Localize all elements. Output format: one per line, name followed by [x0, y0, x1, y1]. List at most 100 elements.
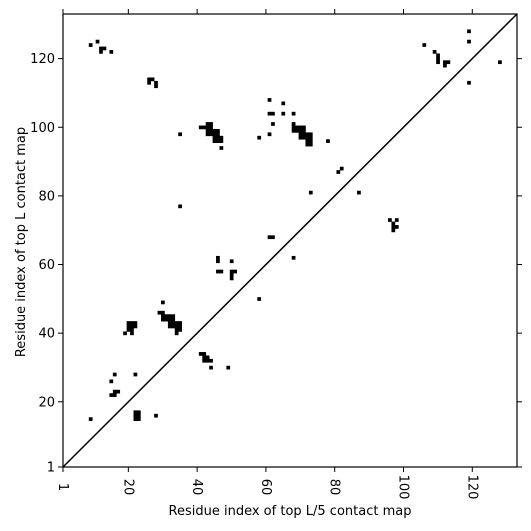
contact-cell — [443, 60, 447, 65]
contact-cell — [308, 132, 313, 137]
contact-cell — [271, 235, 275, 240]
contact-cell — [209, 365, 213, 370]
contact-cell — [295, 128, 299, 133]
contact-cell — [167, 321, 172, 325]
contact-cell — [216, 132, 220, 137]
contact-cell — [133, 372, 138, 377]
contact-cell — [130, 324, 134, 329]
contact-cell — [167, 314, 172, 319]
contact-cell — [209, 128, 213, 133]
x-axis-ticks: 1 20 40 60 80 100 120 — [55, 9, 479, 499]
contact-cell — [205, 125, 210, 130]
contact-cell — [446, 60, 451, 65]
contact-cell — [498, 60, 502, 65]
contact-cell — [133, 417, 138, 421]
contact-cell — [154, 80, 158, 85]
y-tick-label: 1 — [47, 461, 55, 476]
contact-cell — [291, 122, 296, 126]
contact-cell — [432, 50, 437, 54]
contact-cell — [109, 393, 114, 397]
contact-cell — [216, 128, 220, 133]
contact-cell — [178, 204, 182, 209]
contact-cell — [326, 139, 330, 143]
contact-cell — [136, 417, 141, 421]
contact-cell — [167, 317, 172, 322]
contact-cell — [154, 84, 158, 89]
contact-cell — [109, 379, 114, 384]
contact-cell — [198, 125, 203, 130]
contact-cell — [305, 139, 310, 143]
contact-cell — [305, 135, 310, 140]
contact-cell — [209, 125, 213, 130]
contact-cell — [229, 259, 234, 264]
contact-cell — [174, 324, 179, 329]
contact-cell — [467, 39, 471, 44]
contact-cell — [130, 331, 134, 336]
contact-cell — [357, 190, 361, 195]
x-tick-label: 40 — [189, 479, 204, 496]
contact-cell — [202, 355, 207, 360]
contact-cell — [126, 328, 131, 332]
contact-cell — [178, 132, 182, 137]
contact-cell — [308, 142, 313, 147]
contact-cell — [178, 324, 182, 329]
contact-cell — [205, 122, 210, 126]
contact-cells — [88, 29, 502, 421]
contact-cell — [267, 98, 272, 102]
contact-cell — [112, 393, 117, 397]
contact-cell — [112, 372, 117, 377]
contact-cell — [174, 328, 179, 332]
contact-cell — [109, 50, 114, 54]
contact-cell — [209, 122, 213, 126]
contact-cell — [219, 139, 224, 143]
contact-cell — [171, 314, 176, 319]
contact-cell — [130, 328, 134, 332]
contact-cell — [216, 269, 220, 274]
contact-cell — [226, 365, 231, 370]
contact-cell — [174, 321, 179, 325]
contact-cell — [133, 410, 138, 415]
contact-cell — [202, 125, 207, 130]
contact-cell — [102, 46, 107, 51]
contact-cell — [202, 358, 207, 363]
contact-cell — [154, 413, 158, 418]
contact-cell — [161, 310, 165, 315]
contact-cell — [257, 297, 262, 301]
contact-cell — [171, 324, 176, 329]
y-tick-label: 120 — [30, 52, 55, 67]
contact-cell — [436, 56, 440, 61]
contact-cell — [212, 139, 217, 143]
contact-cell — [174, 331, 179, 336]
contact-cell — [298, 135, 303, 140]
contact-cell — [391, 221, 396, 226]
contact-cell — [308, 139, 313, 143]
contact-cell — [229, 269, 234, 274]
contact-cell — [302, 125, 306, 130]
contact-cell — [88, 43, 93, 47]
contact-cell — [209, 358, 213, 363]
contact-cell — [391, 228, 396, 233]
x-axis-label: Residue index of top L/5 contact map — [169, 504, 412, 519]
y-tick-label: 20 — [38, 395, 55, 410]
contact-cell — [219, 135, 224, 140]
contact-cell — [198, 352, 203, 356]
contact-cell — [295, 125, 299, 130]
contact-cell — [133, 324, 138, 329]
contact-cell — [219, 269, 224, 274]
contact-cell — [171, 321, 176, 325]
contact-cell — [422, 43, 427, 47]
contact-cell — [467, 29, 471, 34]
contact-cell — [339, 166, 344, 171]
contact-cell — [212, 132, 217, 137]
contact-cell — [157, 310, 162, 315]
contact-cell — [291, 125, 296, 130]
contact-cell — [126, 321, 131, 325]
contact-cell — [298, 132, 303, 137]
contact-cell — [308, 135, 313, 140]
contact-cell — [147, 77, 152, 82]
contact-cell — [212, 128, 217, 133]
contact-cell — [298, 128, 303, 133]
contact-cell — [302, 132, 306, 137]
